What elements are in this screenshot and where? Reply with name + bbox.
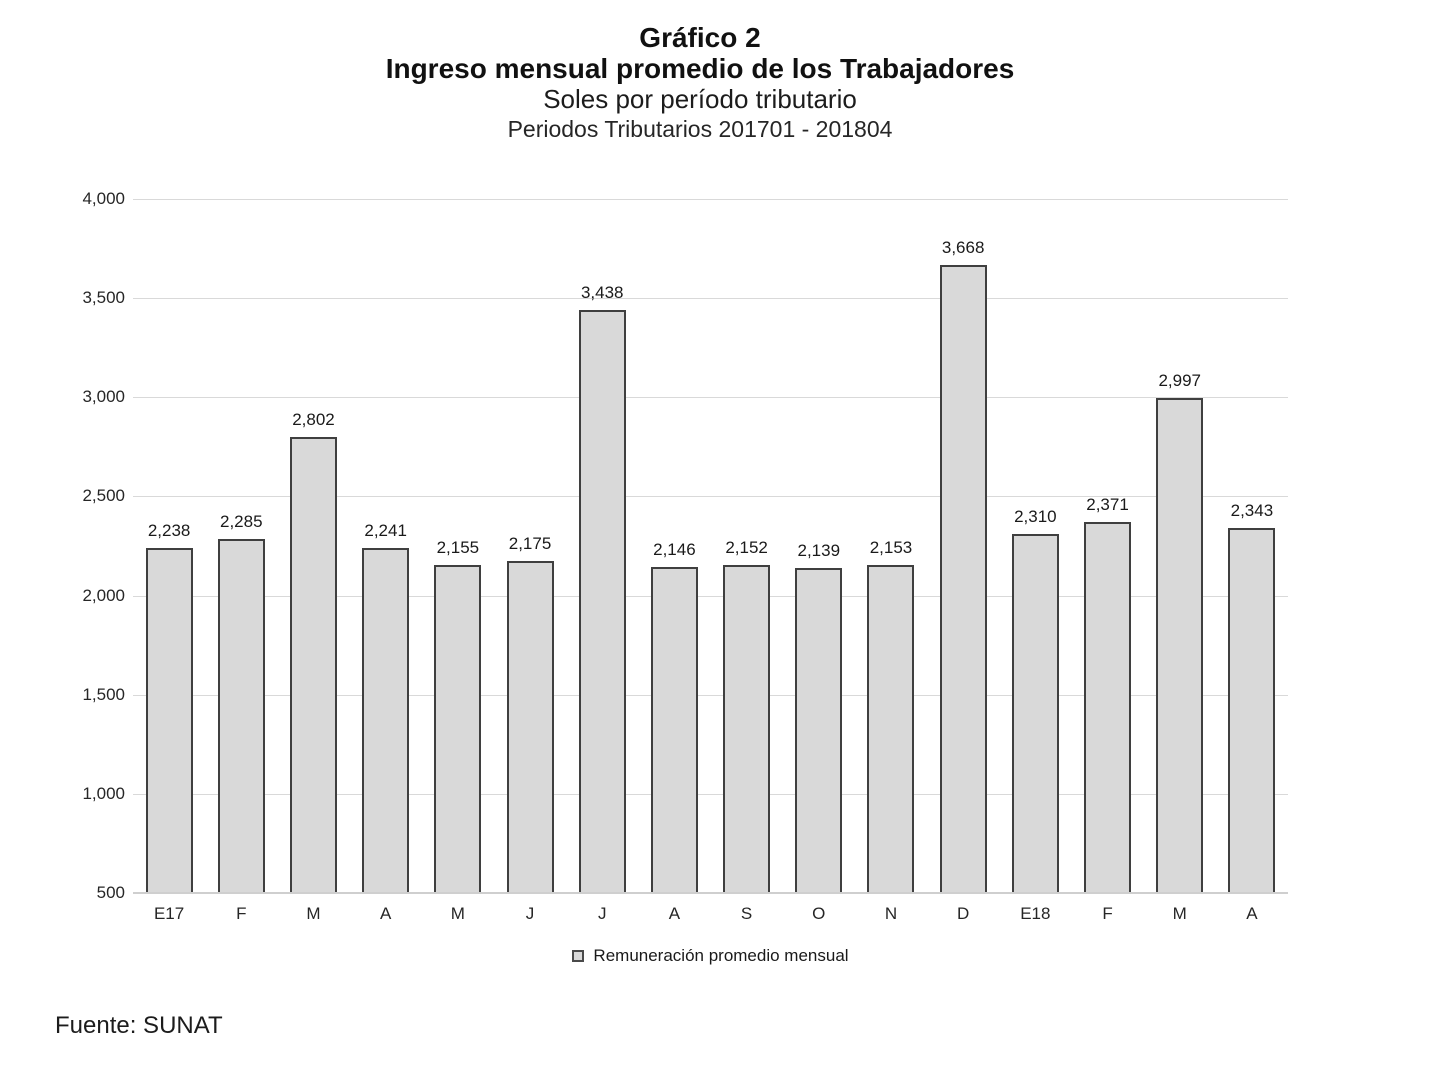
bar-value-label-4-M: 2,155 <box>436 537 480 557</box>
gridline-2500 <box>133 496 1288 498</box>
bar-3-A <box>362 547 410 893</box>
y-tick-label-2000: 2,000 <box>82 585 125 605</box>
x-tick-label-11-D: D <box>957 904 970 923</box>
bar-value-label-13-F: 2,371 <box>1086 495 1129 515</box>
bar-13-F <box>1084 522 1132 893</box>
x-tick-label-14-M: M <box>1172 904 1187 923</box>
bar-7-A <box>650 566 698 893</box>
gridline-4000 <box>133 199 1288 200</box>
x-tick-label-12-E18: E18 <box>1020 904 1051 923</box>
chart-subtitle: Soles por período tributario <box>543 84 857 114</box>
legend: Remuneración promedio mensual <box>133 946 1288 967</box>
bar-value-label-3-A: 2,241 <box>364 520 407 540</box>
x-tick-label-3-A: A <box>379 904 392 923</box>
y-axis-tick-labels: 500 1,000 1,500 2,000 2,500 3,000 3,500 4,000 <box>30 189 125 902</box>
bar-slot-5-J: 2,175 <box>494 199 566 893</box>
bar-slot-13-F: 2,371 <box>1071 199 1143 893</box>
bar-slot-7-A: 2,146 <box>638 199 710 893</box>
x-tick-label-2-M: M <box>306 904 321 923</box>
bar-value-label-14-M: 2,997 <box>1158 370 1201 390</box>
bar-value-label-6-J: 3,438 <box>580 283 624 303</box>
bar-value-label-11-D: 3,668 <box>941 237 985 257</box>
x-tick-label-8-S: S <box>740 904 753 923</box>
bar-value-label-5-J: 2,175 <box>508 533 552 553</box>
bar-value-label-7-A: 2,146 <box>653 539 696 559</box>
x-tick-label-5-J: J <box>525 904 535 923</box>
bar-slot-11-D: 3,668 <box>927 199 999 893</box>
bar-value-label-15-A: 2,343 <box>1230 500 1274 520</box>
chart-period-range: Periodos Tributarios 201701 - 201804 <box>507 116 893 142</box>
bar-slot-12-E18: 2,310 <box>999 199 1071 893</box>
bar-slot-14-M: 2,997 <box>1144 199 1216 893</box>
bar-slot-2-M: 2,802 <box>277 199 349 893</box>
x-axis-line <box>133 892 1288 894</box>
gridline-1500 <box>133 694 1288 696</box>
bar-slot-6-J: 3,438 <box>566 199 638 893</box>
x-tick-label-10-N: N <box>884 904 898 923</box>
bar-4-M <box>434 564 482 893</box>
y-tick-label-2500: 2,500 <box>82 486 125 506</box>
bar-slot-9-O: 2,139 <box>783 199 855 893</box>
chart-title-line2: Ingreso mensual promedio de los Trabajad… <box>385 53 1015 84</box>
bar-slot-15-A: 2,343 <box>1216 199 1288 893</box>
y-tick-label-1500: 1,500 <box>82 684 125 704</box>
bar-2-M <box>289 436 337 893</box>
legend-series-marker-icon <box>572 950 585 962</box>
bar-15-A <box>1228 527 1276 893</box>
bar-8-S <box>723 565 771 893</box>
x-tick-label-1-F: F <box>236 904 247 923</box>
legend-series-label: Remuneración promedio mensual <box>593 946 849 965</box>
bar-slot-4-M: 2,155 <box>422 199 494 893</box>
bar-10-N <box>867 565 915 893</box>
gridline-3000 <box>133 397 1288 399</box>
x-tick-label-13-F: F <box>1102 904 1113 923</box>
bar-9-O <box>795 568 843 893</box>
bar-slot-8-S: 2,152 <box>711 199 783 893</box>
bar-14-M <box>1156 397 1204 893</box>
bar-value-label-12-E18: 2,310 <box>1014 507 1057 527</box>
bar-series: 2,238 2,285 2,802 2,241 2,155 2,175 3,438 2,146… <box>133 199 1288 893</box>
bar-value-label-2-M: 2,802 <box>292 409 335 429</box>
bar-slot-3-A: 2,241 <box>350 199 422 893</box>
source-note: Fuente: SUNAT <box>55 1012 223 1039</box>
bar-slot-0-E17: 2,238 <box>133 199 205 893</box>
legend-entry: Remuneración promedio mensual <box>572 946 849 966</box>
bar-5-J <box>506 560 554 893</box>
bar-1-F <box>217 539 265 893</box>
x-axis-tick-labels: E17 F M A M J J A S O N D E18 F M A <box>133 901 1288 927</box>
chart-title-block: Gráfico 2 Ingreso mensual promedio de lo… <box>0 22 1400 144</box>
bar-value-label-0-E17: 2,238 <box>147 521 191 541</box>
gridline-3500 <box>133 298 1288 300</box>
bar-value-label-1-F: 2,285 <box>220 512 263 532</box>
x-tick-label-15-A: A <box>1246 904 1258 923</box>
x-tick-label-9-O: O <box>812 904 826 923</box>
chart-title-line1: Gráfico 2 <box>639 22 761 53</box>
x-tick-label-4-M: M <box>450 904 465 923</box>
x-tick-label-6-J: J <box>597 904 607 923</box>
bar-11-D <box>939 264 987 893</box>
bar-value-label-10-N: 2,153 <box>869 538 913 558</box>
x-tick-label-7-A: A <box>668 904 681 923</box>
y-tick-label-500: 500 <box>96 883 125 902</box>
y-tick-label-4000: 4,000 <box>82 189 125 208</box>
bar-value-label-8-S: 2,152 <box>725 538 768 558</box>
x-tick-label-0-E17: E17 <box>153 904 185 923</box>
bar-slot-1-F: 2,285 <box>205 199 277 893</box>
y-tick-label-3500: 3,500 <box>82 288 125 308</box>
bar-value-label-9-O: 2,139 <box>797 541 841 561</box>
bar-6-J <box>578 310 626 893</box>
y-tick-label-1000: 1,000 <box>82 783 125 803</box>
y-tick-label-3000: 3,000 <box>82 387 125 407</box>
gridline-2000 <box>133 595 1288 597</box>
bar-slot-10-N: 2,153 <box>855 199 927 893</box>
gridline-1000 <box>133 793 1288 795</box>
bar-0-E17 <box>145 548 193 893</box>
bar-12-E18 <box>1011 534 1059 893</box>
plot-area: 2,238 2,285 2,802 2,241 2,155 2,175 3,438 2,146… <box>133 199 1288 894</box>
